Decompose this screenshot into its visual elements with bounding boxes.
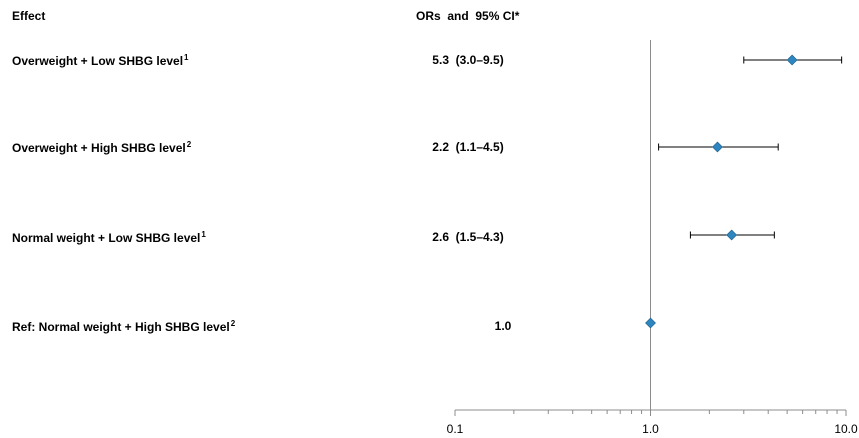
row-or-ci-normal-low: 2.6 (1.5–4.3) xyxy=(432,230,504,244)
row-or-ci-overweight-high: 2.2 (1.1–4.5) xyxy=(432,140,504,154)
or-marker-diamond xyxy=(645,317,656,329)
row-footnote: 2 xyxy=(230,319,236,328)
row-label-reference: Ref: Normal weight + High SHBG level2 xyxy=(12,319,235,334)
row-label-normal-low: Normal weight + Low SHBG level1 xyxy=(12,230,206,245)
row-or-ci-reference: 1.0 xyxy=(494,319,512,333)
row-footnote: 1 xyxy=(184,53,189,62)
ors-ci-header: ORs and 95% CI* xyxy=(416,9,520,23)
x-tick-label: 1.0 xyxy=(642,422,659,436)
row-label-text: Overweight + High SHBG level xyxy=(12,141,186,155)
row-or-ci-overweight-low: 5.3 (3.0–9.5) xyxy=(432,53,504,67)
x-tick-label: 0.1 xyxy=(447,422,464,436)
row-label-text: Overweight + Low SHBG level xyxy=(12,54,184,68)
effect-header: Effect xyxy=(12,9,46,23)
or-marker-diamond xyxy=(712,141,723,153)
row-label-overweight-high: Overweight + High SHBG level2 xyxy=(12,140,191,155)
or-marker-diamond xyxy=(726,229,738,241)
row-footnote: 2 xyxy=(186,140,192,149)
x-tick-label: 10.0 xyxy=(834,422,858,436)
or-marker-diamond xyxy=(786,54,798,66)
row-label-text: Normal weight + Low SHBG level xyxy=(12,231,201,245)
row-footnote: 1 xyxy=(201,230,206,239)
row-label-overweight-low: Overweight + Low SHBG level1 xyxy=(12,53,189,68)
row-label-text: Ref: Normal weight + High SHBG level xyxy=(12,320,230,334)
